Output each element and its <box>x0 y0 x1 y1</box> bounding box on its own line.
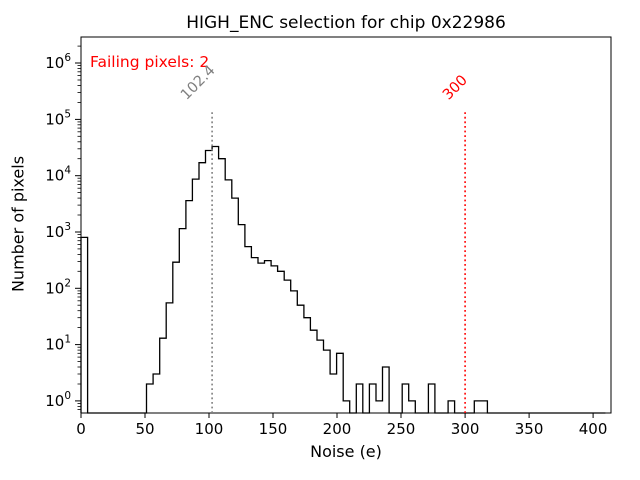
histogram-outline <box>80 145 606 414</box>
x-axis-label: Noise (e) <box>310 442 382 461</box>
y-tick-label: 102 <box>45 277 71 297</box>
x-tick-label: 150 <box>259 420 288 438</box>
x-tick-label: 200 <box>323 420 352 438</box>
x-tick-label: 400 <box>579 420 608 438</box>
chart-title: HIGH_ENC selection for chip 0x22986 <box>186 13 506 33</box>
x-tick-label: 0 <box>76 420 86 438</box>
y-tick-label: 106 <box>45 52 71 72</box>
axes-frame <box>80 36 612 414</box>
x-tick-label: 100 <box>195 420 224 438</box>
x-tick-label: 50 <box>135 420 154 438</box>
y-tick-label: 100 <box>45 390 71 410</box>
y-tick-label: 101 <box>45 334 71 354</box>
x-tick-label: 250 <box>387 420 416 438</box>
y-tick-label: 105 <box>45 108 71 128</box>
x-tick-label: 300 <box>451 420 480 438</box>
failing-pixels-annotation: Failing pixels: 2 <box>90 53 210 71</box>
y-tick-label: 103 <box>45 221 71 241</box>
y-axis-label: Number of pixels <box>8 155 28 293</box>
y-tick-label: 104 <box>45 165 71 185</box>
x-tick-label: 350 <box>515 420 544 438</box>
